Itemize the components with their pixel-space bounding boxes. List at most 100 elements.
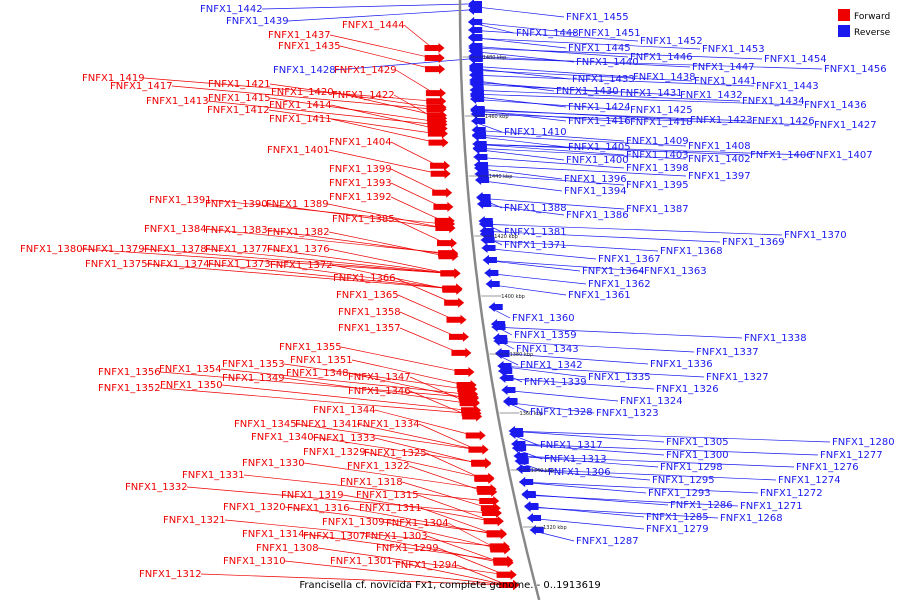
reverse-gene-arrow — [473, 160, 488, 170]
reverse-connector — [519, 481, 759, 494]
forward-gene-arrow — [425, 88, 446, 99]
forward-connector — [394, 277, 453, 304]
reverse-gene-label: FNFX1_1397 — [688, 171, 751, 182]
forward-gene-arrow — [430, 168, 451, 179]
reverse-gene-label: FNFX1_1398 — [626, 163, 689, 174]
forward-gene-label: FNFX1_1314 — [242, 529, 305, 540]
reverse-connector — [479, 223, 783, 236]
reverse-gene-label: FNFX1_1405 — [568, 142, 631, 153]
forward-gene-label: FNFX1_1332 — [125, 482, 188, 493]
reverse-gene-arrow — [519, 477, 534, 487]
forward-gene-label: FNFX1_1330 — [242, 458, 305, 469]
forward-gene-arrow — [437, 238, 458, 249]
reverse-gene-label: FNFX1_1395 — [626, 180, 689, 191]
reverse-connector — [516, 468, 651, 481]
reverse-gene-arrow — [493, 336, 508, 346]
reverse-connector — [471, 134, 687, 147]
forward-gene-label: FNFX1_1415 — [208, 93, 271, 104]
reverse-gene-label: FNFX1_1427 — [814, 120, 877, 131]
forward-connector — [328, 149, 439, 175]
forward-gene-label: FNFX1_1315 — [356, 490, 419, 501]
forward-gene-arrow — [427, 128, 448, 139]
forward-gene-label: FNFX1_1356 — [98, 367, 161, 378]
reverse-gene-label: FNFX1_1408 — [688, 141, 751, 152]
reverse-gene-label: FNFX1_1431 — [620, 88, 683, 99]
reverse-gene-label: FNFX1_1271 — [740, 501, 803, 512]
forward-gene-label: FNFX1_1347 — [348, 372, 411, 383]
reverse-connector — [526, 517, 645, 530]
reverse-gene-arrow — [468, 53, 483, 63]
forward-gene-arrow — [476, 483, 497, 494]
forward-gene-label: FNFX1_1390 — [205, 199, 268, 210]
forward-gene-label: FNFX1_1301 — [330, 556, 393, 567]
reverse-gene-label: FNFX1_1268 — [720, 513, 783, 524]
reverse-gene-label: FNFX1_1433 — [572, 74, 635, 85]
reverse-gene-label: FNFX1_1359 — [514, 330, 577, 341]
reverse-gene-arrow — [469, 79, 484, 89]
forward-gene-label: FNFX1_1437 — [268, 30, 331, 41]
reverse-connector — [503, 401, 595, 414]
reverse-gene-label: FNFX1_1343 — [516, 344, 579, 355]
forward-gene-label: FNFX1_1417 — [110, 81, 173, 92]
forward-gene-label: FNFX1_1316 — [287, 503, 350, 514]
forward-connector — [269, 83, 435, 108]
reverse-gene-label: FNFX1_1274 — [778, 475, 841, 486]
reverse-connector — [482, 259, 643, 272]
forward-gene-arrow — [496, 569, 517, 580]
forward-gene-arrow — [432, 187, 453, 198]
forward-gene-label: FNFX1_1414 — [269, 100, 332, 111]
reverse-gene-label: FNFX1_1295 — [652, 475, 715, 486]
reverse-connector — [513, 455, 659, 468]
forward-connector — [364, 451, 483, 479]
reverse-gene-label: FNFX1_1387 — [626, 204, 689, 215]
forward-gene-arrow — [486, 529, 507, 540]
reverse-gene-arrow — [468, 1, 483, 11]
forward-gene-arrow — [451, 347, 472, 358]
reverse-gene-label: FNFX1_1362 — [588, 279, 651, 290]
forward-gene-label: FNFX1_1348 — [286, 368, 349, 379]
forward-gene-arrow — [440, 268, 461, 279]
forward-gene-label: FNFX1_1355 — [279, 342, 342, 353]
reverse-gene-arrow — [482, 255, 497, 265]
reverse-gene-label: FNFX1_1428 — [273, 65, 336, 76]
forward-gene-label: FNFX1_1331 — [182, 470, 245, 481]
reverse-gene-arrow — [479, 226, 494, 236]
reverse-gene-label: FNFX1_1272 — [760, 488, 823, 499]
reverse-gene-label: FNFX1_1336 — [650, 359, 713, 370]
forward-connector — [295, 423, 477, 450]
forward-gene-label: FNFX1_1354 — [159, 364, 222, 375]
forward-connector — [399, 311, 458, 338]
reverse-gene-label: FNFX1_1313 — [544, 454, 607, 465]
legend-reverse-label: Reverse — [854, 28, 891, 38]
reverse-gene-arrow — [499, 373, 514, 383]
forward-connector — [332, 91, 436, 116]
reverse-connector — [471, 129, 625, 142]
reverse-connector — [468, 21, 577, 34]
forward-gene-label: FNFX1_1308 — [256, 543, 319, 554]
reverse-connector — [469, 83, 679, 96]
legend-forward-label: Forward — [854, 12, 890, 22]
reverse-connector — [474, 173, 625, 186]
reverse-connector — [482, 259, 581, 272]
reverse-connector — [469, 74, 755, 87]
forward-gene-label: FNFX1_1393 — [329, 178, 392, 189]
reverse-gene-label: FNFX1_1403 — [626, 150, 689, 161]
forward-gene-label: FNFX1_1310 — [223, 556, 286, 567]
forward-connector — [329, 34, 433, 59]
forward-connector — [342, 494, 492, 522]
reverse-gene-label: FNFX1_1367 — [598, 254, 661, 265]
forward-connector — [351, 359, 465, 386]
forward-gene-label: FNFX1_1319 — [281, 490, 344, 501]
forward-gene-label: FNFX1_1384 — [144, 224, 207, 235]
reverse-gene-label: FNFX1_1447 — [692, 62, 755, 73]
forward-connector — [408, 465, 486, 493]
forward-connector — [207, 100, 436, 125]
forward-gene-arrow — [428, 137, 449, 148]
reverse-gene-label: FNFX1_1425 — [630, 105, 693, 116]
forward-gene-label: FNFX1_1435 — [278, 41, 341, 52]
reverse-connector — [468, 67, 571, 80]
reverse-gene-arrow — [471, 116, 486, 126]
reverse-gene-label: FNFX1_1434 — [742, 96, 805, 107]
forward-connector — [266, 203, 444, 229]
reverse-gene-label: FNFX1_1426 — [752, 116, 815, 127]
